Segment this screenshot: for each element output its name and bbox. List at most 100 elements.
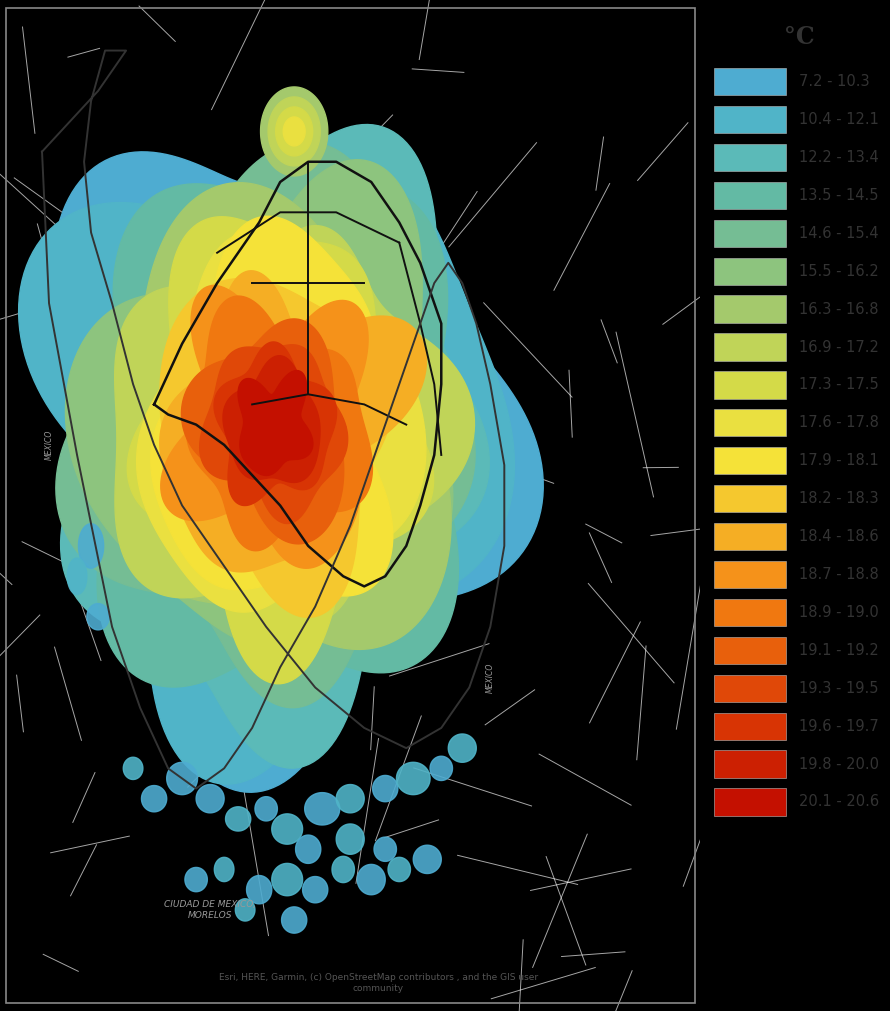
- Polygon shape: [336, 824, 364, 854]
- Polygon shape: [166, 762, 198, 795]
- Polygon shape: [78, 524, 103, 568]
- Bar: [714, 674, 786, 702]
- Bar: [714, 713, 786, 740]
- Polygon shape: [223, 356, 320, 482]
- Bar: [714, 258, 786, 285]
- Polygon shape: [332, 856, 354, 883]
- Polygon shape: [150, 216, 392, 595]
- Polygon shape: [160, 271, 426, 572]
- Polygon shape: [388, 857, 410, 882]
- Polygon shape: [19, 166, 514, 785]
- Polygon shape: [127, 216, 433, 683]
- Polygon shape: [357, 864, 385, 895]
- Text: 16.9 - 17.2: 16.9 - 17.2: [799, 340, 879, 355]
- Polygon shape: [449, 734, 476, 762]
- Text: MEXICO: MEXICO: [44, 430, 53, 460]
- Polygon shape: [61, 124, 490, 768]
- Text: 16.3 - 16.8: 16.3 - 16.8: [799, 301, 878, 316]
- Bar: [714, 144, 786, 171]
- Polygon shape: [225, 807, 251, 831]
- Bar: [714, 599, 786, 626]
- Bar: [714, 447, 786, 474]
- Text: 17.3 - 17.5: 17.3 - 17.5: [799, 377, 878, 392]
- Text: Esri, HERE, Garmin, (c) OpenStreetMap contributors , and the GIS user
community: Esri, HERE, Garmin, (c) OpenStreetMap co…: [219, 974, 538, 993]
- Bar: [714, 68, 786, 95]
- Text: 18.2 - 18.3: 18.2 - 18.3: [799, 491, 878, 507]
- Polygon shape: [199, 345, 348, 524]
- Text: 17.6 - 17.8: 17.6 - 17.8: [799, 416, 879, 431]
- Polygon shape: [68, 558, 87, 594]
- Polygon shape: [142, 786, 166, 812]
- Polygon shape: [137, 232, 425, 612]
- Polygon shape: [336, 785, 364, 813]
- Polygon shape: [271, 814, 303, 844]
- Polygon shape: [214, 857, 234, 882]
- Bar: [714, 485, 786, 513]
- Text: 18.7 - 18.8: 18.7 - 18.8: [799, 567, 878, 582]
- Polygon shape: [160, 278, 394, 618]
- Text: 19.1 - 19.2: 19.1 - 19.2: [799, 643, 878, 658]
- Polygon shape: [373, 775, 398, 802]
- Bar: [714, 182, 786, 209]
- Polygon shape: [185, 867, 207, 892]
- Polygon shape: [56, 142, 475, 708]
- Bar: [714, 219, 786, 247]
- Polygon shape: [396, 762, 430, 795]
- Polygon shape: [87, 604, 109, 630]
- Polygon shape: [374, 837, 396, 861]
- Bar: [714, 295, 786, 323]
- Polygon shape: [304, 793, 340, 825]
- Bar: [714, 789, 786, 816]
- Bar: [700, 834, 890, 1011]
- Polygon shape: [281, 907, 307, 933]
- Polygon shape: [66, 160, 453, 649]
- Polygon shape: [124, 757, 143, 779]
- Bar: [714, 106, 786, 133]
- Bar: [714, 637, 786, 664]
- Polygon shape: [413, 845, 441, 874]
- Text: 19.6 - 19.7: 19.6 - 19.7: [799, 719, 878, 734]
- Polygon shape: [239, 371, 312, 475]
- Polygon shape: [295, 835, 320, 863]
- Bar: [714, 334, 786, 361]
- Text: 7.2 - 10.3: 7.2 - 10.3: [799, 74, 870, 89]
- Polygon shape: [276, 107, 312, 156]
- Polygon shape: [115, 225, 474, 622]
- Text: 17.9 - 18.1: 17.9 - 18.1: [799, 453, 878, 468]
- Polygon shape: [247, 876, 271, 904]
- Polygon shape: [271, 863, 303, 896]
- Text: 18.9 - 19.0: 18.9 - 19.0: [799, 605, 878, 620]
- Text: 20.1 - 20.6: 20.1 - 20.6: [799, 795, 879, 810]
- Text: 14.6 - 15.4: 14.6 - 15.4: [799, 225, 878, 241]
- Bar: [714, 371, 786, 398]
- Text: °C: °C: [784, 25, 814, 50]
- Polygon shape: [122, 183, 451, 649]
- Bar: [714, 750, 786, 777]
- Polygon shape: [255, 797, 278, 821]
- Polygon shape: [430, 756, 452, 780]
- Text: 19.3 - 19.5: 19.3 - 19.5: [799, 680, 878, 696]
- Bar: [714, 409, 786, 437]
- Polygon shape: [268, 97, 320, 166]
- Polygon shape: [161, 285, 368, 568]
- Polygon shape: [283, 117, 305, 146]
- Bar: [714, 523, 786, 550]
- Text: 10.4 - 12.1: 10.4 - 12.1: [799, 112, 879, 127]
- Text: CIUDAD DE MEXICO,
MORELOS: CIUDAD DE MEXICO, MORELOS: [164, 900, 256, 920]
- Polygon shape: [53, 152, 543, 793]
- Polygon shape: [196, 785, 224, 813]
- Bar: [714, 561, 786, 588]
- Polygon shape: [187, 296, 372, 551]
- Polygon shape: [261, 87, 328, 176]
- Text: 18.4 - 18.6: 18.4 - 18.6: [799, 529, 878, 544]
- Text: MEXICO: MEXICO: [486, 662, 495, 693]
- Polygon shape: [214, 342, 336, 506]
- Polygon shape: [235, 899, 255, 921]
- Text: 15.5 - 16.2: 15.5 - 16.2: [799, 264, 878, 279]
- Polygon shape: [303, 877, 328, 903]
- Text: 19.8 - 20.0: 19.8 - 20.0: [799, 756, 879, 771]
- Text: 12.2 - 13.4: 12.2 - 13.4: [799, 150, 878, 165]
- Text: 13.5 - 14.5: 13.5 - 14.5: [799, 188, 878, 203]
- Polygon shape: [97, 184, 458, 687]
- Polygon shape: [182, 318, 344, 544]
